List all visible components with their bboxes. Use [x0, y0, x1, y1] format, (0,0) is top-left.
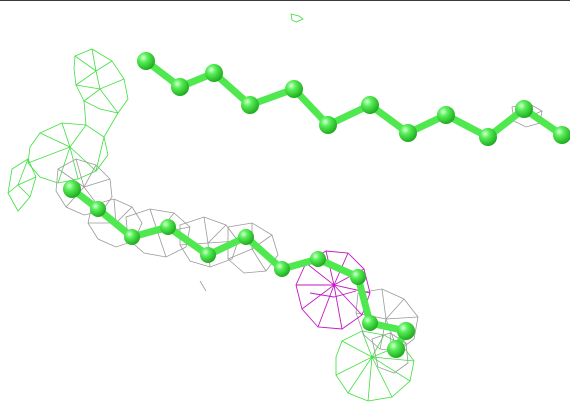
- carbon-atom[interactable]: [160, 219, 176, 235]
- carbon-atom[interactable]: [350, 269, 366, 285]
- carbon-atom[interactable]: [238, 229, 254, 245]
- gray-mesh-cell: [55, 158, 113, 216]
- carbon-atom[interactable]: [387, 340, 405, 358]
- upper-alkyl-chain[interactable]: [137, 52, 570, 146]
- green-density-mesh: [7, 13, 415, 402]
- green-mesh-cell: [367, 356, 373, 402]
- gray-mesh-cell: [75, 158, 97, 189]
- carbon-atom[interactable]: [200, 247, 216, 263]
- green-mesh-fragment: [290, 13, 304, 23]
- carbon-atom[interactable]: [63, 180, 81, 198]
- carbon-atom[interactable]: [241, 96, 259, 114]
- green-mesh-cell: [75, 48, 97, 86]
- magenta-mesh-cell: [301, 283, 335, 328]
- green-mesh-cell: [95, 70, 125, 90]
- green-mesh-cell: [341, 340, 373, 394]
- carbon-atom[interactable]: [124, 229, 140, 245]
- green-mesh-cell: [335, 330, 415, 402]
- carbon-atom[interactable]: [361, 96, 379, 114]
- green-mesh-cell: [39, 132, 71, 184]
- green-mesh-cell: [7, 158, 37, 212]
- carbon-atom[interactable]: [479, 128, 497, 146]
- carbon-atom[interactable]: [205, 64, 223, 82]
- magenta-mesh-cell: [309, 290, 357, 298]
- green-mesh-cell: [371, 356, 415, 362]
- carbon-atom[interactable]: [171, 78, 189, 96]
- gray-mesh-cell: [227, 248, 267, 272]
- carbon-atom[interactable]: [90, 201, 106, 217]
- gray-mesh-fragment: [199, 280, 207, 292]
- green-mesh-cell: [75, 84, 101, 90]
- carbon-atom[interactable]: [274, 261, 290, 277]
- carbon-atom[interactable]: [319, 116, 337, 134]
- carbon-atom[interactable]: [399, 124, 417, 142]
- green-mesh-cell: [103, 112, 119, 138]
- carbon-atom[interactable]: [553, 126, 570, 144]
- magenta-mesh-cell: [333, 283, 363, 330]
- carbon-atom[interactable]: [285, 80, 303, 98]
- gray-mesh-cell: [179, 216, 239, 268]
- green-mesh-cell: [335, 356, 393, 398]
- lower-alkyl-chain[interactable]: [63, 180, 415, 358]
- carbon-atom[interactable]: [362, 315, 378, 331]
- gray-mesh-cell: [381, 288, 405, 320]
- carbon-atom[interactable]: [137, 52, 155, 70]
- carbon-atom[interactable]: [310, 251, 326, 267]
- green-mesh-cell: [69, 136, 105, 172]
- carbon-atom[interactable]: [515, 100, 533, 118]
- carbon-atom[interactable]: [397, 322, 415, 340]
- green-mesh-cell: [61, 122, 87, 148]
- carbon-atom[interactable]: [437, 106, 455, 124]
- green-mesh-cell: [7, 176, 37, 194]
- green-mesh-cell: [27, 146, 79, 180]
- green-mesh-cell: [17, 158, 31, 198]
- green-mesh-cell: [83, 100, 87, 126]
